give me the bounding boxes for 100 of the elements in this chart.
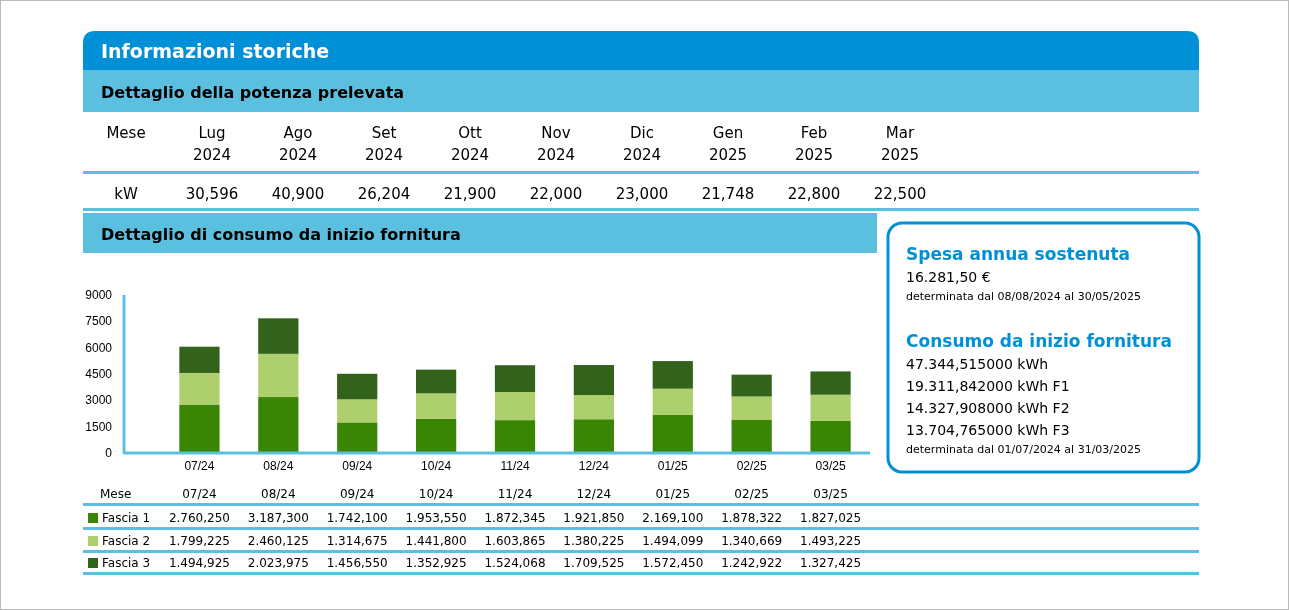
legend-label: Fascia 1	[102, 511, 151, 525]
data-label: 3.187,300	[247, 511, 309, 525]
category-label: Dic 2024	[622, 124, 662, 164]
category-label: 09/24	[339, 487, 375, 501]
data-label: 2.023,975	[247, 556, 309, 570]
text: 21,900	[443, 185, 497, 203]
text: Informazioni storiche	[101, 40, 330, 62]
data-label: 1.242,922	[721, 556, 783, 570]
data-label: 1.441,800	[405, 534, 467, 548]
data-label: 1.380,225	[563, 534, 625, 548]
x-tick-label: 01/25	[657, 459, 689, 473]
x-tick-label: 02/25	[736, 459, 768, 473]
data-label: 1.709,525	[563, 556, 625, 570]
category-label: Lug 2024	[192, 124, 232, 164]
data-label: 1.340,669	[721, 534, 783, 548]
x-tick-label: 09/24	[342, 459, 373, 473]
text: 14.327,908000 kWh F2	[906, 400, 1070, 416]
category-label: Gen 2025	[708, 124, 748, 164]
chart-title: Dettaglio di consumo da inizio fornitura	[101, 225, 461, 244]
bar	[258, 318, 299, 354]
text: 21,748	[701, 185, 755, 203]
x-tick-label: 10/24	[421, 459, 452, 473]
data-label: 1.494,925	[168, 556, 230, 570]
bar	[494, 391, 536, 421]
bar	[810, 420, 851, 453]
bar	[810, 371, 851, 395]
text: 47.344,515000 kWh	[906, 356, 1049, 372]
x-tick-label: 03/25	[815, 459, 846, 473]
category-label: 03/25	[813, 487, 848, 501]
category-label: Mar 2025	[880, 124, 920, 164]
bar	[337, 373, 378, 400]
text: 23,000	[615, 185, 669, 203]
data-label: 2.460,125	[247, 534, 309, 548]
text: Spesa annua sostenuta	[906, 244, 1130, 264]
category-label: Set 2024	[364, 124, 404, 164]
bar	[652, 388, 693, 415]
bar	[652, 414, 693, 453]
data-label: 1.872,345	[484, 511, 546, 525]
category-label: 12/24	[576, 487, 612, 501]
bar	[573, 419, 615, 453]
data-label: 1.494,099	[642, 534, 704, 548]
data-label: 1.524,068	[484, 556, 546, 570]
bar	[258, 353, 299, 398]
y-tick-label: 7500	[85, 314, 113, 329]
data-label: 1.953,550	[405, 511, 467, 525]
text: Consumo da inizio fornitura	[906, 331, 1172, 351]
category-label: Feb 2025	[794, 124, 834, 164]
x-tick-label: 11/24	[500, 459, 530, 473]
bar	[731, 420, 772, 453]
text: kW	[114, 185, 138, 203]
text: Mese	[106, 124, 146, 142]
bar	[810, 394, 851, 421]
data-label: 1.742,100	[326, 511, 388, 525]
legend-label: Fascia 2	[102, 534, 151, 548]
text: 13.704,765000 kWh F3	[906, 422, 1070, 438]
bar	[415, 369, 457, 394]
bar	[573, 395, 615, 420]
bar	[337, 399, 378, 423]
category-label: 10/24	[418, 487, 454, 501]
data-label: 1.327,425	[800, 556, 862, 570]
category-label: 08/24	[261, 487, 296, 501]
category-label: Nov 2024	[536, 124, 576, 164]
text: 22,000	[529, 185, 583, 203]
bar	[415, 418, 457, 453]
bar	[415, 393, 457, 419]
text: determinata dal 01/07/2024 al 31/03/2025	[906, 443, 1142, 456]
data-label: 1.456,550	[326, 556, 388, 570]
bar	[494, 420, 536, 453]
data-label: 1.572,450	[642, 556, 704, 570]
x-axis-title: Mese	[100, 487, 132, 501]
category-label: 02/25	[734, 487, 769, 501]
text: 16.281,50 €	[906, 269, 991, 285]
data-label: 1.352,925	[405, 556, 467, 570]
x-tick-label: 07/24	[184, 459, 215, 473]
data-label: 1.827,025	[800, 511, 862, 525]
bar	[494, 365, 536, 392]
bar	[731, 374, 772, 397]
bar	[731, 396, 772, 421]
data-label: 2.169,100	[642, 511, 704, 525]
y-tick-label: 0	[105, 446, 113, 460]
data-label: 1.799,225	[168, 534, 230, 548]
text: 26,204	[357, 185, 411, 203]
bar	[179, 346, 220, 373]
bar	[652, 361, 693, 389]
legend-label: Fascia 3	[102, 556, 151, 570]
text: Dettaglio della potenza prelevata	[101, 83, 405, 102]
text: 19.311,842000 kWh F1	[906, 378, 1070, 394]
y-tick-label: 9000	[85, 288, 113, 302]
category-label: Ott 2024	[450, 124, 490, 164]
data-label: 1.493,225	[800, 534, 862, 548]
data-label: 2.760,250	[168, 511, 230, 525]
y-tick-label: 1500	[85, 419, 113, 434]
category-label: 11/24	[497, 487, 533, 501]
text: 30,596	[185, 185, 239, 203]
data-label: 1.921,850	[563, 511, 625, 525]
bar	[337, 422, 378, 453]
data-label: 1.603,865	[484, 534, 546, 548]
category-label: 01/25	[655, 487, 691, 501]
data-label: 1.878,322	[721, 511, 783, 525]
text: determinata dal 08/08/2024 al 30/05/2025	[906, 290, 1142, 303]
